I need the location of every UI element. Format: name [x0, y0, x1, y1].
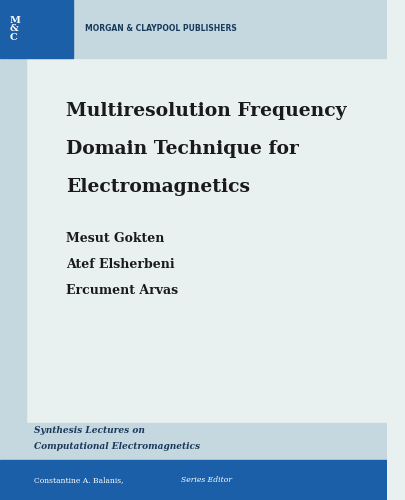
- Text: Atef Elsherbeni: Atef Elsherbeni: [66, 258, 174, 272]
- Text: Ercument Arvas: Ercument Arvas: [66, 284, 177, 298]
- Text: Domain Technique for: Domain Technique for: [66, 140, 298, 158]
- Text: Constantine A. Balanis,: Constantine A. Balanis,: [34, 476, 126, 484]
- Text: Computational Electromagnetics: Computational Electromagnetics: [34, 442, 200, 451]
- Bar: [0, 460, 386, 500]
- Bar: [0, 0, 26, 500]
- Text: Mesut Gokten: Mesut Gokten: [66, 232, 164, 245]
- Text: Synthesis Lectures on: Synthesis Lectures on: [34, 426, 145, 435]
- Bar: [0, 422, 386, 460]
- Bar: [0, 0, 73, 58]
- Text: MORGAN & CLAYPOOL PUBLISHERS: MORGAN & CLAYPOOL PUBLISHERS: [85, 24, 236, 33]
- Bar: [0, 0, 386, 58]
- Text: M
&
C: M & C: [10, 16, 21, 42]
- Text: Multiresolution Frequency: Multiresolution Frequency: [66, 102, 345, 120]
- Text: Electromagnetics: Electromagnetics: [66, 178, 249, 196]
- Text: Series Editor: Series Editor: [181, 476, 231, 484]
